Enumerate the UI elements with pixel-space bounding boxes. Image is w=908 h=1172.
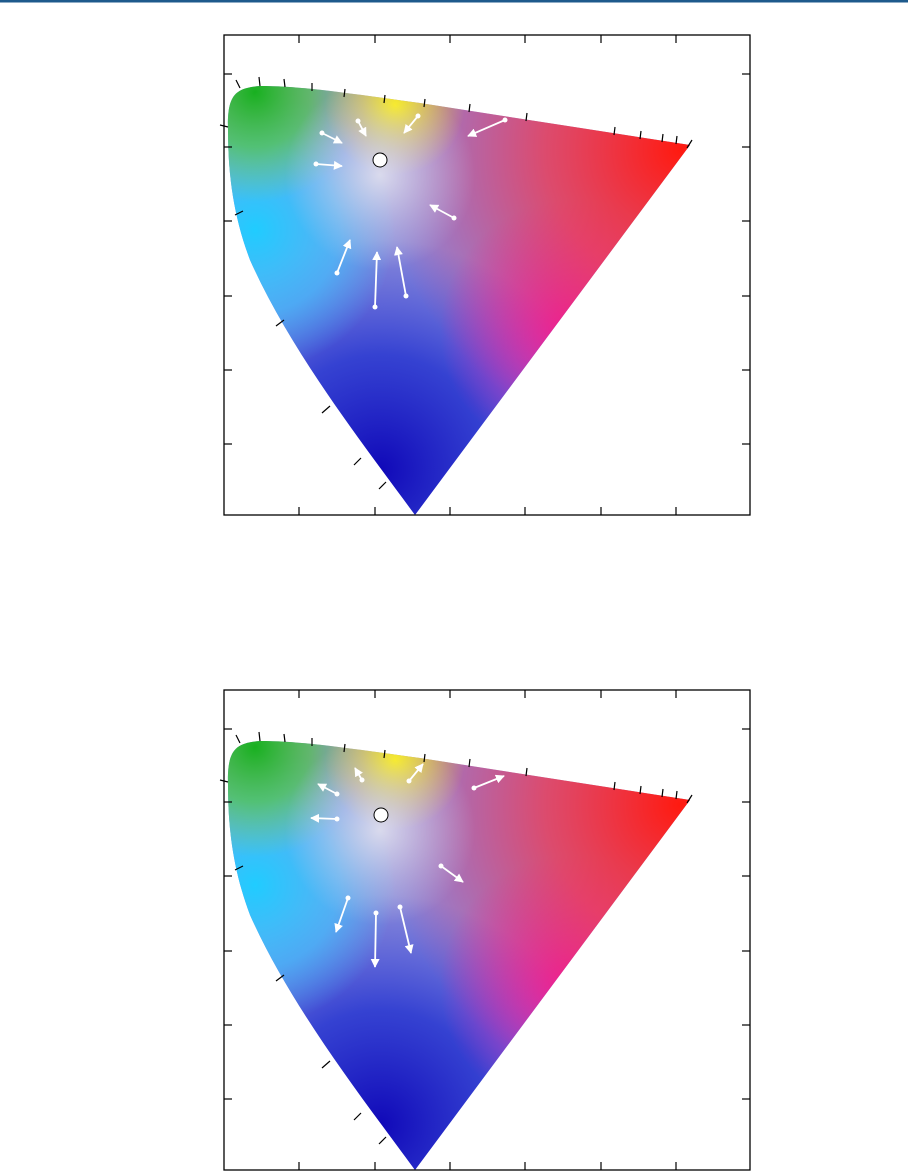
panel-bottom: [220, 690, 750, 1172]
arrows: [310, 763, 505, 968]
header-rule: [0, 0, 908, 3]
arrows: [313, 113, 508, 310]
white-point: [373, 807, 389, 823]
white-point: [372, 152, 388, 168]
panel-top: [220, 35, 750, 520]
